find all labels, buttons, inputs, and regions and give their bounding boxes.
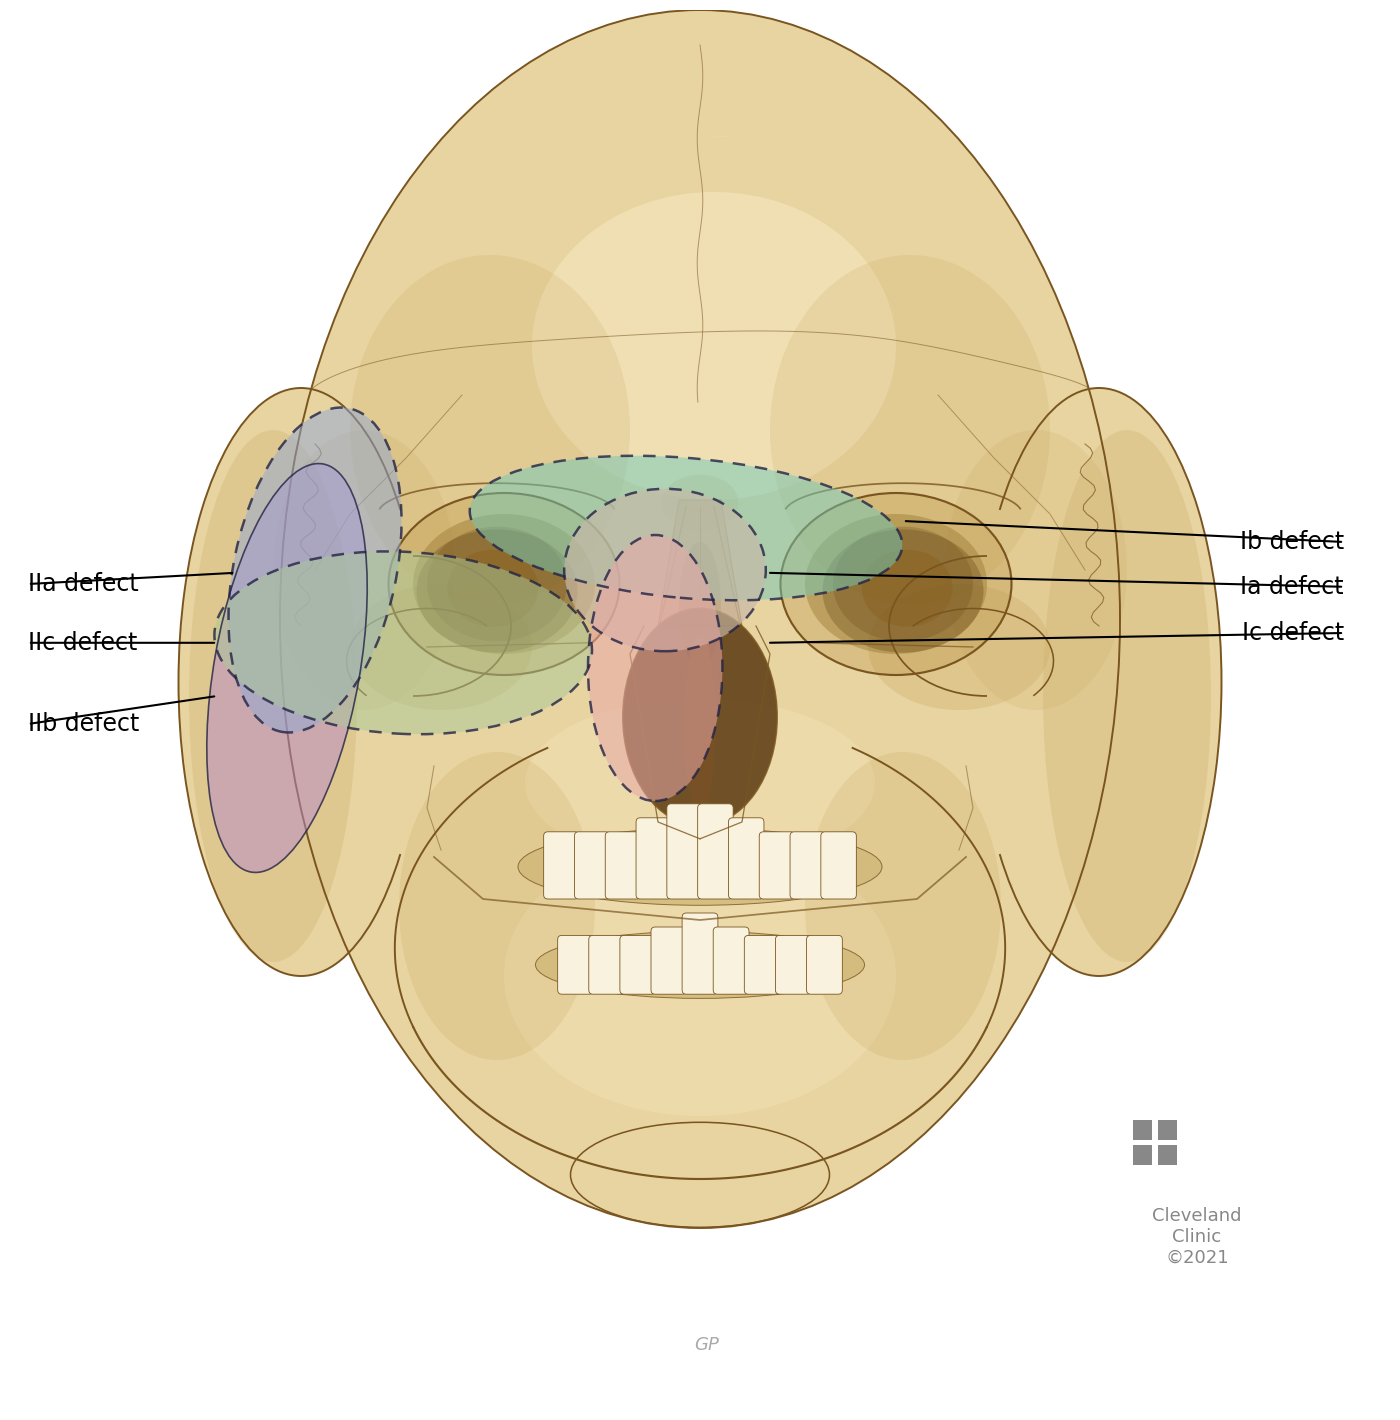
Ellipse shape [862,550,952,626]
Bar [1133,1146,1152,1164]
FancyBboxPatch shape [790,832,826,899]
FancyBboxPatch shape [636,818,672,899]
Ellipse shape [770,256,1050,605]
FancyBboxPatch shape [557,936,594,994]
Ellipse shape [350,584,532,710]
Ellipse shape [280,10,1120,1228]
Ellipse shape [350,256,630,605]
FancyBboxPatch shape [543,832,580,899]
Bar [1158,1120,1177,1140]
FancyBboxPatch shape [620,936,655,994]
Ellipse shape [1043,430,1211,961]
Text: Ib defect: Ib defect [1240,530,1344,554]
Ellipse shape [535,932,865,998]
Ellipse shape [350,136,1050,612]
FancyBboxPatch shape [651,927,687,994]
Text: Ic defect: Ic defect [1242,621,1344,645]
Ellipse shape [564,488,766,652]
FancyBboxPatch shape [574,832,610,899]
FancyBboxPatch shape [759,832,795,899]
FancyBboxPatch shape [745,936,780,994]
Ellipse shape [392,753,1008,1186]
FancyBboxPatch shape [605,832,641,899]
FancyBboxPatch shape [820,832,857,899]
Ellipse shape [571,1122,829,1227]
Ellipse shape [179,388,423,976]
Ellipse shape [623,609,777,825]
FancyBboxPatch shape [806,936,843,994]
Ellipse shape [868,584,1050,710]
Text: GP: GP [694,1336,720,1355]
Ellipse shape [781,493,1011,674]
Ellipse shape [427,660,973,927]
Text: IIb defect: IIb defect [28,711,140,736]
Ellipse shape [833,527,973,642]
FancyBboxPatch shape [589,936,624,994]
Ellipse shape [805,753,1001,1059]
FancyBboxPatch shape [666,804,703,899]
Polygon shape [693,822,707,839]
Ellipse shape [470,456,902,601]
Ellipse shape [945,430,1127,710]
Ellipse shape [399,753,595,1059]
Ellipse shape [207,463,367,872]
Ellipse shape [679,542,721,667]
FancyBboxPatch shape [682,913,718,994]
Polygon shape [658,500,742,626]
Ellipse shape [518,136,910,557]
Ellipse shape [661,474,739,531]
Ellipse shape [805,514,987,655]
FancyBboxPatch shape [776,936,811,994]
Text: IIa defect: IIa defect [28,572,139,596]
Ellipse shape [417,530,577,653]
Ellipse shape [189,430,357,961]
Ellipse shape [588,535,722,801]
Ellipse shape [389,493,619,674]
Ellipse shape [427,527,567,642]
Ellipse shape [214,551,592,734]
Ellipse shape [525,699,875,866]
Ellipse shape [413,514,595,655]
FancyBboxPatch shape [697,804,734,899]
Ellipse shape [273,430,455,710]
Bar [1158,1146,1177,1164]
Ellipse shape [977,388,1221,976]
Ellipse shape [685,633,715,815]
Ellipse shape [228,408,402,733]
Text: Ia defect: Ia defect [1240,575,1344,599]
FancyBboxPatch shape [713,927,749,994]
Text: Cleveland
Clinic
©2021: Cleveland Clinic ©2021 [1152,1207,1242,1267]
Bar [1133,1120,1152,1140]
Ellipse shape [504,836,896,1116]
FancyBboxPatch shape [728,818,764,899]
Ellipse shape [823,530,983,653]
Ellipse shape [532,192,896,500]
Ellipse shape [447,550,538,626]
Ellipse shape [518,828,882,906]
Text: IIc defect: IIc defect [28,630,137,655]
